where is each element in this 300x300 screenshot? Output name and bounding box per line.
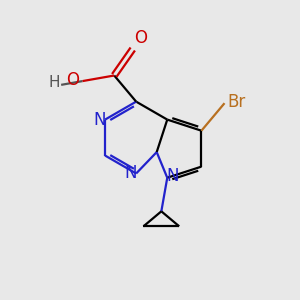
Text: O: O [66,70,80,88]
Text: Br: Br [227,93,246,111]
Text: N: N [124,164,137,182]
Text: O: O [134,29,147,47]
Text: N: N [94,111,106,129]
Text: N: N [166,167,179,185]
Text: H: H [48,75,60,90]
